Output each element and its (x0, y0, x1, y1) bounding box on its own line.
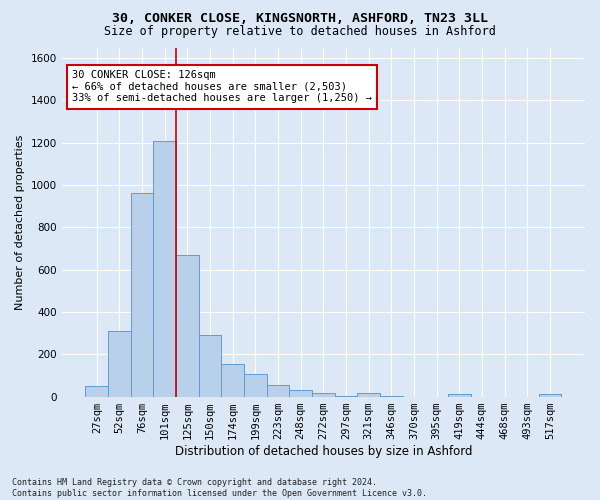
Bar (244, 374, 266, 396)
Bar (358, 394, 380, 396)
Bar (539, 394, 561, 396)
Bar (131, 194, 154, 396)
Text: 30 CONKER CLOSE: 126sqm
← 66% of detached houses are smaller (2,503)
33% of semi: 30 CONKER CLOSE: 126sqm ← 66% of detache… (72, 70, 372, 103)
Bar (199, 335, 221, 396)
Bar (108, 331, 131, 396)
Bar (312, 394, 335, 396)
Text: Contains HM Land Registry data © Crown copyright and database right 2024.
Contai: Contains HM Land Registry data © Crown c… (12, 478, 427, 498)
Bar (154, 140, 176, 396)
X-axis label: Distribution of detached houses by size in Ashford: Distribution of detached houses by size … (175, 444, 472, 458)
Bar (85, 386, 108, 396)
Bar (289, 390, 312, 396)
Bar (448, 394, 470, 396)
Y-axis label: Number of detached properties: Number of detached properties (15, 134, 25, 310)
Bar (176, 255, 199, 396)
Bar (221, 364, 244, 396)
Text: 30, CONKER CLOSE, KINGSNORTH, ASHFORD, TN23 3LL: 30, CONKER CLOSE, KINGSNORTH, ASHFORD, T… (112, 12, 488, 26)
Bar (266, 385, 289, 396)
Text: Size of property relative to detached houses in Ashford: Size of property relative to detached ho… (104, 25, 496, 38)
